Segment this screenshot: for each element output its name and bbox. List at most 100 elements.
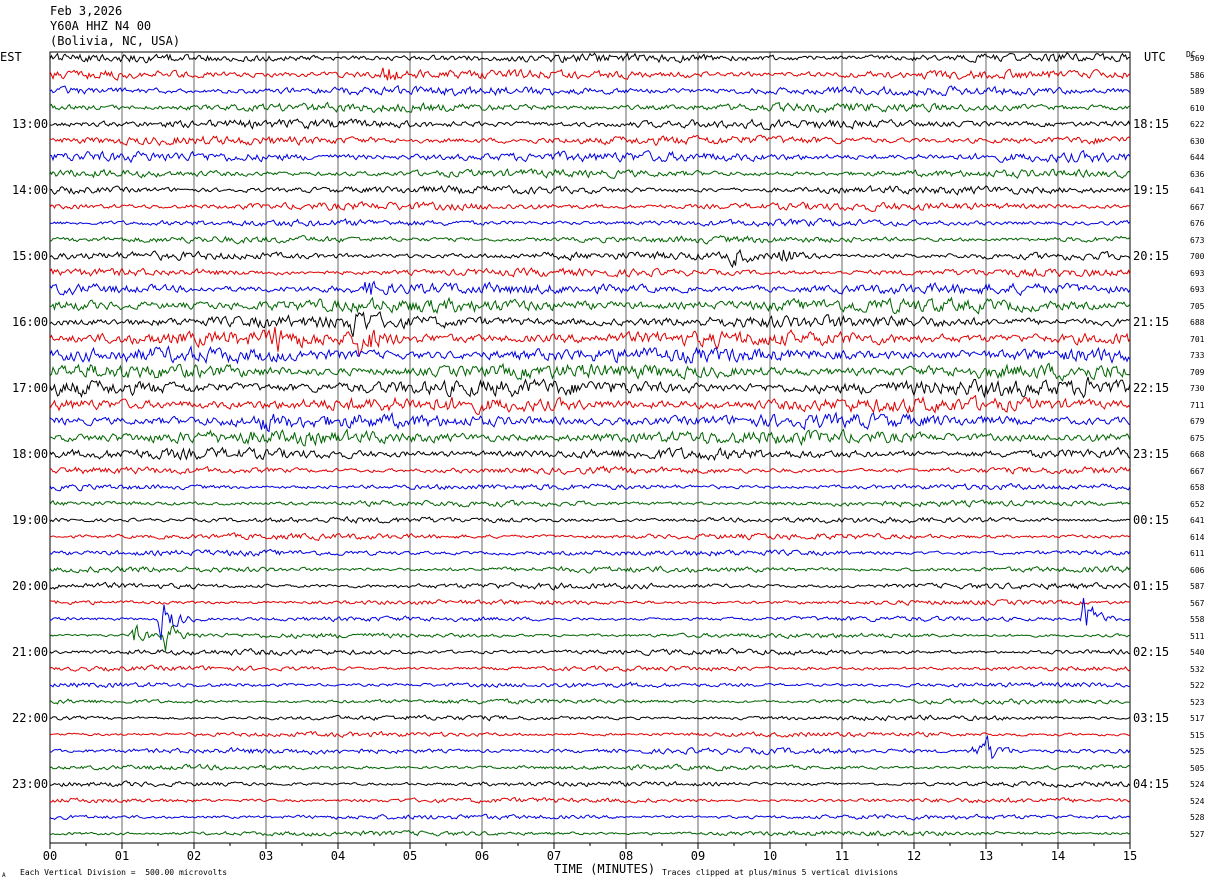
- seismic-trace: [49, 376, 1131, 399]
- x-tick-label: 08: [619, 849, 633, 863]
- dc-offset-value: 622: [1190, 120, 1205, 129]
- seismic-trace: [49, 623, 1130, 651]
- left-hour-label: 15:00: [12, 249, 49, 263]
- dc-offset-value: 711: [1190, 400, 1205, 410]
- seismic-trace: [49, 697, 1131, 705]
- right-hour-label: 20:15: [1133, 249, 1170, 263]
- seismic-trace: [49, 598, 1131, 606]
- left-hour-label: 16:00: [12, 315, 49, 329]
- station-code: Y60A HHZ N4 00: [50, 19, 152, 33]
- x-tick-label: 07: [547, 849, 561, 863]
- dc-offset-value: 558: [1190, 615, 1205, 624]
- x-tick-label: 12: [907, 849, 921, 863]
- dc-offset-value: 641: [1190, 186, 1205, 195]
- left-hour-label: 17:00: [12, 381, 49, 395]
- dc-offset-value: 505: [1190, 763, 1205, 773]
- dc-offset-value: 641: [1190, 516, 1205, 525]
- right-timezone-label: UTC: [1144, 50, 1166, 64]
- seismic-trace: [49, 411, 1131, 433]
- seismic-trace: [49, 730, 1131, 738]
- left-hour-label: 19:00: [12, 513, 49, 527]
- seismic-trace: [49, 483, 1131, 492]
- dc-offset-value: 644: [1190, 153, 1205, 162]
- dc-offset-value: 658: [1190, 483, 1205, 492]
- dc-offset-value: 567: [1190, 598, 1205, 608]
- seismic-trace: [49, 52, 1131, 64]
- scale-note: Each Vertical Division = 500.00 microvol…: [20, 868, 228, 877]
- x-tick-label: 05: [403, 849, 417, 863]
- x-tick-label: 06: [475, 849, 489, 863]
- corner-mark: A: [2, 872, 6, 879]
- x-tick-label: 13: [979, 849, 993, 863]
- dc-offset-value: 517: [1190, 714, 1205, 723]
- dc-offset-value: 524: [1190, 796, 1205, 806]
- seismic-trace: [49, 813, 1131, 821]
- seismic-trace: [49, 581, 1131, 591]
- seismic-trace: [50, 734, 1131, 760]
- dc-offset-value: 675: [1190, 433, 1205, 443]
- left-hour-label: 22:00: [12, 711, 49, 725]
- dc-offset-value: 528: [1190, 813, 1205, 822]
- seismic-trace: [49, 499, 1131, 508]
- dc-offset-value: 630: [1190, 136, 1205, 146]
- left-hour-label: 18:00: [12, 447, 49, 461]
- dc-offset-value: 668: [1190, 450, 1205, 459]
- seismic-trace: [49, 394, 1131, 415]
- dc-offset-value: 606: [1190, 565, 1205, 575]
- left-timezone-label: EST: [0, 50, 22, 64]
- seismic-trace: [49, 118, 1131, 131]
- dc-offset-value: 652: [1190, 499, 1205, 509]
- x-axis-title: TIME (MINUTES): [554, 862, 656, 876]
- seismic-trace: [49, 280, 1131, 297]
- seismic-trace: [50, 134, 1131, 147]
- dc-offset-value: 614: [1190, 532, 1205, 542]
- seismic-trace: [49, 780, 1131, 788]
- dc-offset-value: 705: [1190, 301, 1205, 311]
- seismic-trace: [49, 310, 1131, 337]
- dc-offset-value: 611: [1190, 549, 1205, 558]
- seismic-trace: [49, 565, 1131, 574]
- x-tick-label: 04: [331, 849, 345, 863]
- seismic-trace: [49, 515, 1131, 524]
- seismic-trace: [49, 681, 1131, 689]
- dc-offset-value: 693: [1190, 268, 1205, 278]
- right-hour-label: 00:15: [1133, 513, 1170, 527]
- time-axis: 00 01 02 03 04 05 06 07 08 09 10 11 12 13 14 15: [43, 843, 1137, 863]
- x-tick-label: 01: [115, 849, 129, 863]
- left-hour-label: 23:00: [12, 777, 49, 791]
- right-hour-label: 02:15: [1133, 645, 1170, 659]
- left-hour-label: 21:00: [12, 645, 49, 659]
- dc-offset-value: 511: [1190, 631, 1205, 641]
- dc-offset-value: 532: [1190, 664, 1205, 674]
- dc-offset-value: 693: [1190, 285, 1205, 294]
- dc-offset-value: 523: [1190, 697, 1205, 707]
- clip-note: Traces clipped at plus/minus 5 vertical …: [662, 868, 899, 877]
- seismic-trace: [49, 67, 1131, 81]
- right-hour-label: 19:15: [1133, 183, 1170, 197]
- dc-offset-value: 589: [1190, 87, 1205, 96]
- dc-offset-value: 525: [1190, 747, 1205, 756]
- x-tick-label: 00: [43, 849, 57, 863]
- dc-offset-value: 569: [1190, 54, 1205, 63]
- seismic-trace: [49, 84, 1131, 97]
- seismic-trace: [49, 763, 1131, 772]
- seismic-trace: [49, 597, 1131, 641]
- left-hour-label: 13:00: [12, 117, 49, 131]
- seismic-trace: [49, 548, 1131, 557]
- x-tick-label: 03: [259, 849, 273, 863]
- seismic-trace: [49, 797, 1131, 804]
- dc-offset-value: 700: [1190, 252, 1205, 261]
- trace-group: [49, 52, 1131, 837]
- station-location: (Bolivia, NC, USA): [50, 34, 181, 48]
- seismic-trace: [49, 149, 1131, 164]
- dc-offset-value: 540: [1190, 648, 1205, 657]
- dc-offset-value: 524: [1190, 780, 1205, 789]
- dc-offset-value: 667: [1190, 466, 1205, 476]
- seismic-trace: [49, 101, 1131, 114]
- seismic-trace: [49, 647, 1131, 657]
- seismic-trace: [49, 532, 1131, 542]
- dc-offset-value: 709: [1190, 367, 1205, 377]
- x-tick-label: 14: [1051, 849, 1065, 863]
- seismic-trace: [49, 248, 1131, 269]
